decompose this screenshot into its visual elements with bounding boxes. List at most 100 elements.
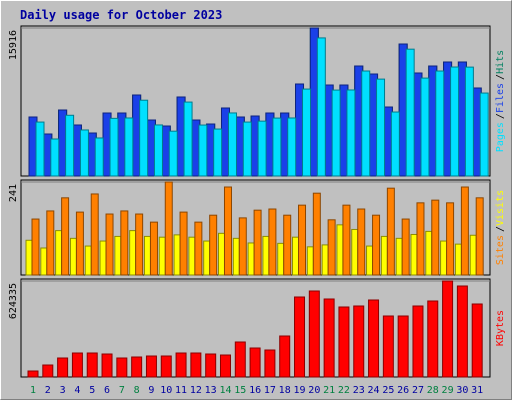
x-tick-label: 16 xyxy=(249,385,261,396)
bar xyxy=(135,213,144,276)
bar xyxy=(366,245,374,276)
bar xyxy=(277,242,285,276)
bar xyxy=(75,211,84,276)
x-tick-label: 7 xyxy=(119,385,125,396)
bar xyxy=(346,89,356,177)
x-tick-label: 10 xyxy=(160,385,172,396)
bar xyxy=(227,112,237,177)
bar xyxy=(99,240,107,276)
chart-title: Daily usage for October 2023 xyxy=(20,8,222,22)
bar xyxy=(69,237,77,276)
bar xyxy=(84,245,92,276)
bar xyxy=(173,234,181,276)
legend-entry: Hits xyxy=(495,50,506,74)
bar xyxy=(279,335,291,378)
bar xyxy=(425,230,433,276)
bar xyxy=(327,219,336,276)
bar xyxy=(232,237,240,276)
bar xyxy=(65,114,75,177)
bar xyxy=(294,296,306,378)
bar xyxy=(50,138,60,177)
bar xyxy=(268,208,277,276)
bar xyxy=(390,111,400,177)
bar xyxy=(253,209,262,276)
legend-entry: Pages xyxy=(495,122,506,152)
bar xyxy=(446,202,455,276)
bar xyxy=(247,242,255,276)
bar xyxy=(469,234,477,276)
bar xyxy=(471,303,483,378)
y-tick-label: 241 xyxy=(8,184,19,202)
bar xyxy=(380,235,388,276)
bar xyxy=(475,197,484,276)
x-tick-label: 26 xyxy=(397,385,409,396)
bar xyxy=(382,315,394,378)
x-tick-label: 17 xyxy=(264,385,276,396)
bar xyxy=(338,306,350,378)
bar xyxy=(440,240,448,276)
x-tick-label: 4 xyxy=(74,385,80,396)
x-tick-label: 8 xyxy=(134,385,140,396)
bar xyxy=(442,280,454,378)
bar xyxy=(124,117,134,177)
bar xyxy=(454,243,462,276)
bar xyxy=(283,214,292,276)
bar xyxy=(242,121,252,177)
bar xyxy=(272,117,282,177)
bar xyxy=(213,128,223,177)
bar xyxy=(456,285,468,378)
x-tick-label: 9 xyxy=(148,385,154,396)
bar xyxy=(40,247,48,276)
x-tick-label: 13 xyxy=(205,385,217,396)
bar xyxy=(190,352,202,378)
x-tick-label: 2 xyxy=(45,385,51,396)
bar xyxy=(194,221,203,276)
bar xyxy=(79,129,89,177)
bar xyxy=(183,101,193,177)
bar xyxy=(71,352,83,378)
bar xyxy=(94,137,104,177)
bar xyxy=(203,240,211,276)
bar xyxy=(401,218,410,276)
bar xyxy=(342,204,351,276)
bar xyxy=(308,290,320,378)
legend-separator: / xyxy=(495,226,506,232)
legend-entry: Files xyxy=(495,83,506,113)
x-tick-label: 24 xyxy=(368,385,380,396)
bar xyxy=(35,121,45,177)
bar xyxy=(42,364,54,378)
bar xyxy=(316,37,326,177)
legend: Pages/Files/Hits xyxy=(495,50,506,152)
x-tick-label: 25 xyxy=(382,385,394,396)
x-tick-label: 31 xyxy=(471,385,483,396)
bar xyxy=(188,236,196,276)
x-tick-label: 21 xyxy=(323,385,335,396)
bar xyxy=(198,124,208,177)
bar xyxy=(306,246,314,276)
bar xyxy=(351,228,359,276)
bar xyxy=(262,235,270,276)
bar xyxy=(175,352,187,378)
bar xyxy=(431,199,440,276)
bar xyxy=(298,204,307,276)
x-tick-label: 6 xyxy=(104,385,110,396)
bar xyxy=(357,208,366,276)
bar xyxy=(386,187,395,276)
bar xyxy=(410,233,418,276)
bar xyxy=(435,70,445,177)
x-tick-label: 30 xyxy=(456,385,468,396)
bar xyxy=(427,300,439,378)
bar xyxy=(376,78,386,177)
x-tick-label: 22 xyxy=(338,385,350,396)
bar xyxy=(160,355,172,378)
bar xyxy=(31,218,40,276)
bar xyxy=(249,347,261,378)
x-tick-label: 28 xyxy=(427,385,439,396)
bar xyxy=(129,230,137,276)
bar xyxy=(361,70,371,177)
bar xyxy=(405,48,415,177)
bar xyxy=(149,221,158,276)
bar xyxy=(61,197,70,276)
bar xyxy=(460,186,469,276)
